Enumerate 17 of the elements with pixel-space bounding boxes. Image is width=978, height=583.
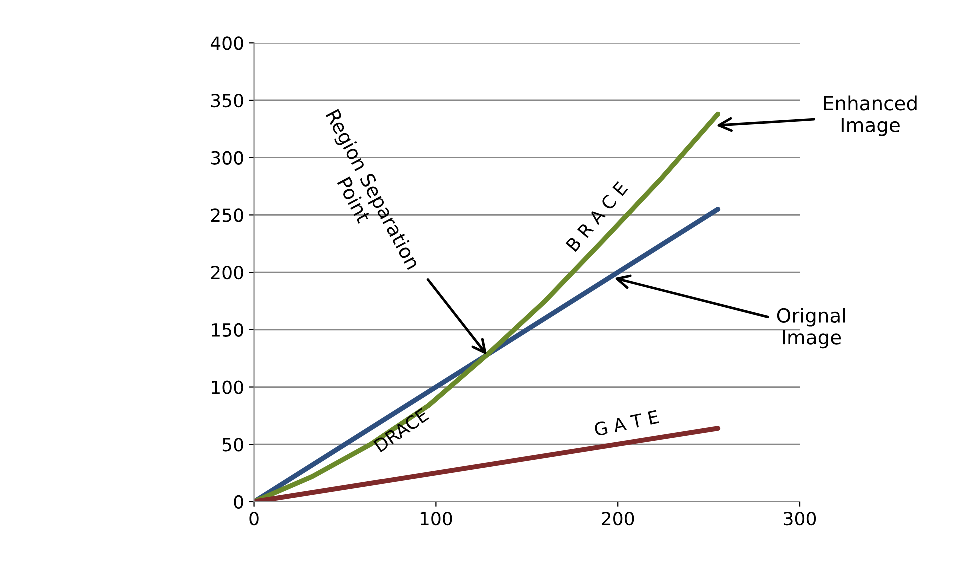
x-tick-label: 300 <box>784 512 816 526</box>
x-tick-label: 200 <box>602 512 634 526</box>
annotation: G A T E <box>594 410 660 437</box>
y-tick-label: 300 <box>211 151 244 165</box>
x-tick-label: 100 <box>420 512 452 526</box>
y-tick-label: 200 <box>211 266 244 280</box>
y-tick-label: 400 <box>210 36 244 50</box>
x-tick-label: 0 <box>250 512 259 526</box>
y-tick-label: 150 <box>212 323 244 338</box>
annotation: B R A C E <box>566 181 628 252</box>
annotation: Orignal Image <box>777 308 846 349</box>
y-tick-label: 350 <box>211 94 244 108</box>
y-tick-label: 100 <box>212 380 244 394</box>
annotation: Enhanced Image <box>824 96 917 136</box>
y-tick-label: 250 <box>211 208 244 222</box>
y-tick-label: 0 <box>234 495 244 510</box>
y-tick-label: 50 <box>222 438 244 452</box>
